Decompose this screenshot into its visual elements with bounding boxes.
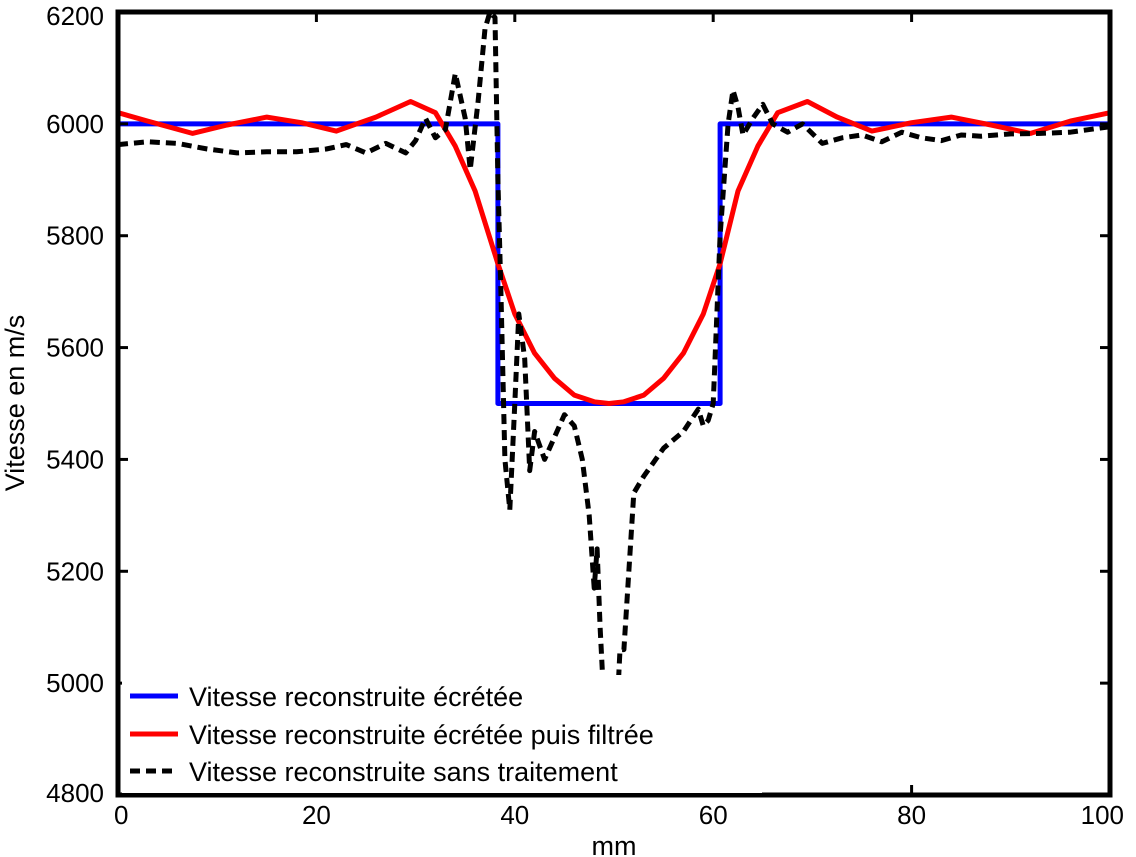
- x-axis-title: mm: [592, 831, 637, 857]
- y-tick-label-4: 5600: [46, 333, 104, 363]
- legend-label-1: Vitesse reconstruite écrétée puis filtré…: [189, 720, 654, 750]
- y-tick-label-0: 4800: [46, 778, 104, 808]
- x-tick-label-4: 80: [897, 800, 926, 830]
- x-tick-label-0: 0: [114, 800, 128, 830]
- legend-label-0: Vitesse reconstruite écrétée: [189, 682, 523, 712]
- legend-entry-1: Vitesse reconstruite écrétée puis filtré…: [130, 720, 654, 750]
- x-tick-label-5: 100: [1081, 800, 1124, 830]
- x-tick-label-3: 60: [699, 800, 728, 830]
- series-layer: [118, 12, 1110, 795]
- x-tick-label-2: 40: [500, 800, 529, 830]
- y-axis-title: Vitesse en m/s: [0, 315, 30, 492]
- y-tick-label-5: 5800: [46, 221, 104, 251]
- plot-frame: [115, 9, 1113, 798]
- y-tick-label-2: 5200: [46, 556, 104, 586]
- legend-entry-2: Vitesse reconstruite sans traitement: [130, 757, 618, 787]
- legend: Vitesse reconstruite écrétée Vitesse rec…: [122, 675, 762, 793]
- legend-entry-0: Vitesse reconstruite écrétée: [130, 682, 523, 712]
- series-line-1: [118, 99, 1110, 406]
- y-tick-label-6: 6000: [46, 109, 104, 139]
- tick-layer: 0 20 40 60 80 100 4800 5000 5200 5400 5600 5800 6000…: [46, 1, 1124, 830]
- y-tick-label-7: 6200: [46, 1, 104, 31]
- y-tick-label-3: 5400: [46, 444, 104, 474]
- legend-box: [122, 675, 762, 793]
- series-line-2: [118, 12, 1110, 795]
- y-tick-label-1: 5000: [46, 668, 104, 698]
- legend-label-2: Vitesse reconstruite sans traitement: [189, 757, 618, 787]
- x-tick-label-1: 20: [302, 800, 331, 830]
